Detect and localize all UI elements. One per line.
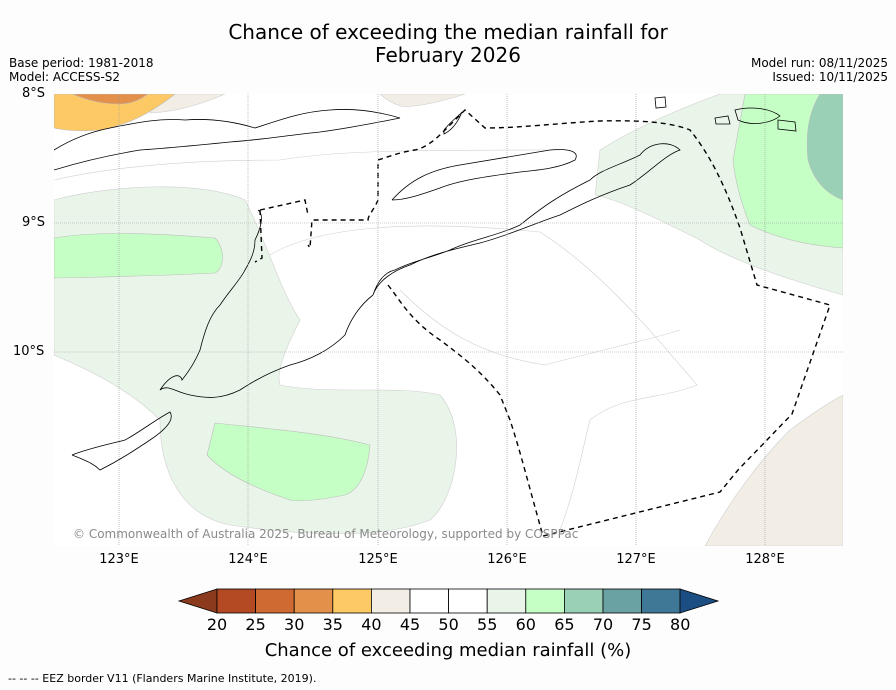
coastlines bbox=[54, 96, 797, 471]
colorbar-tick-60: 60 bbox=[515, 615, 536, 634]
issued-date: Issued: 10/11/2025 bbox=[772, 70, 888, 84]
lat-label-9s: 9°S bbox=[22, 215, 46, 230]
lon-label-127e: 127°E bbox=[616, 552, 656, 567]
title-line-2: February 2026 bbox=[375, 43, 521, 67]
colorbar-tick-35: 35 bbox=[322, 615, 343, 634]
model-run-date: Model run: 08/11/2025 bbox=[750, 56, 888, 70]
colorbar-bin-75-80 bbox=[641, 588, 681, 614]
colorbar-bin-60-65 bbox=[525, 588, 565, 614]
copyright-notice: © Commonwealth of Australia 2025, Bureau… bbox=[73, 527, 579, 541]
lon-label-126e: 126°E bbox=[487, 552, 527, 567]
colorbar bbox=[177, 588, 720, 614]
colorbar-bin-20-25 bbox=[216, 588, 256, 614]
lat-label-10s: 10°S bbox=[13, 344, 45, 359]
colorbar-tick-20: 20 bbox=[206, 615, 228, 634]
contour-60-65-west bbox=[54, 233, 223, 279]
eez-border bbox=[254, 109, 831, 537]
colorbar-tick-70: 70 bbox=[592, 615, 614, 634]
colorbar-bin-65-70 bbox=[564, 588, 604, 614]
colorbar-title: Chance of exceeding median rainfall (%) bbox=[264, 640, 632, 661]
contour-30-35 bbox=[71, 94, 149, 105]
lon-label-124e: 124°E bbox=[228, 552, 268, 567]
contour-50-line-1 bbox=[269, 225, 698, 531]
coastline-island-ne-1 bbox=[734, 107, 781, 124]
coastline-timor-north bbox=[372, 143, 681, 296]
coastline-island-ne-2 bbox=[777, 119, 797, 132]
colorbar-bin-35-40 bbox=[332, 588, 372, 614]
colorbar-bin-25-30 bbox=[255, 588, 295, 614]
colorbar-bin-45-50 bbox=[409, 588, 449, 614]
colorbar-tick-55: 55 bbox=[477, 615, 498, 634]
colorbar-bin-70-75 bbox=[602, 588, 642, 614]
colorbar-tick-40: 40 bbox=[361, 615, 382, 634]
contour-65-70 bbox=[806, 94, 843, 201]
lon-label-128e: 128°E bbox=[745, 552, 785, 567]
eez-footnote: -- -- -- EEZ border V11 (Flanders Marine… bbox=[8, 672, 317, 685]
coastline-alor-wetar bbox=[391, 149, 577, 201]
lon-label-123e: 123°E bbox=[99, 552, 139, 567]
gridlines bbox=[54, 94, 843, 546]
colorbar-bins bbox=[216, 588, 681, 614]
coastline-island-ne-4 bbox=[654, 96, 667, 109]
colorbar-extend-high bbox=[679, 588, 720, 614]
lon-label-125e: 125°E bbox=[358, 552, 398, 567]
colorbar-tick-30: 30 bbox=[284, 615, 305, 634]
colorbar-extend-low bbox=[177, 588, 218, 614]
colorbar-tick-25: 25 bbox=[245, 615, 266, 634]
contour-40-45-top bbox=[379, 94, 466, 107]
colorbar-bin-30-35 bbox=[293, 588, 334, 614]
title-line-1: Chance of exceeding the median rainfall … bbox=[228, 20, 668, 44]
coastline-flores-strip bbox=[54, 109, 401, 171]
contour-50-line-2 bbox=[399, 289, 681, 366]
coastline-timor-west bbox=[159, 209, 374, 398]
model-name: Model: ACCESS-S2 bbox=[9, 70, 121, 84]
colorbar-tick-45: 45 bbox=[399, 615, 421, 634]
colorbar-tick-80: 80 bbox=[670, 615, 691, 634]
coastline-island-ne-3 bbox=[714, 115, 731, 125]
lat-label-8s: 8°S bbox=[22, 86, 46, 101]
coastline-island-n bbox=[443, 111, 463, 135]
colorbar-bin-50-55 bbox=[448, 588, 488, 614]
contour-40-45-southeast bbox=[704, 394, 843, 546]
colorbar-tick-75: 75 bbox=[631, 615, 652, 634]
base-period: Base period: 1981-2018 bbox=[9, 56, 154, 70]
colorbar-tick-50: 50 bbox=[438, 615, 459, 634]
coastline-rote-savu bbox=[71, 411, 172, 471]
colorbar-bin-55-60 bbox=[486, 588, 527, 614]
colorbar-bin-40-45 bbox=[370, 588, 411, 614]
contour-50-line-3 bbox=[54, 149, 561, 181]
colorbar-tick-65: 65 bbox=[554, 615, 575, 634]
